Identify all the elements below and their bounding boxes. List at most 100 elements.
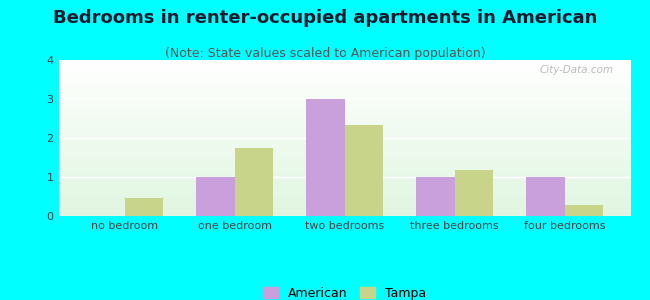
Bar xyxy=(58,208,630,210)
Bar xyxy=(58,144,630,146)
Bar xyxy=(58,100,630,102)
Bar xyxy=(58,196,630,197)
Bar xyxy=(58,203,630,205)
Bar xyxy=(58,202,630,203)
Bar xyxy=(58,66,630,68)
Bar xyxy=(58,71,630,73)
Bar xyxy=(58,107,630,108)
Bar xyxy=(58,172,630,174)
Bar xyxy=(58,141,630,143)
Bar xyxy=(58,207,630,208)
Bar xyxy=(58,69,630,71)
Bar xyxy=(58,118,630,119)
Bar xyxy=(58,205,630,207)
Bar xyxy=(58,188,630,190)
Bar xyxy=(58,129,630,130)
Bar xyxy=(58,124,630,125)
Bar xyxy=(58,121,630,122)
Text: (Note: State values scaled to American population): (Note: State values scaled to American p… xyxy=(164,46,486,59)
Bar xyxy=(58,77,630,79)
Bar xyxy=(58,177,630,178)
Bar xyxy=(58,136,630,138)
Bar xyxy=(58,113,630,115)
Bar xyxy=(58,183,630,185)
Bar xyxy=(58,90,630,91)
Bar xyxy=(58,154,630,155)
Bar xyxy=(58,180,630,182)
Bar xyxy=(58,155,630,157)
Bar xyxy=(58,104,630,105)
Bar xyxy=(58,94,630,96)
Bar xyxy=(58,119,630,121)
Bar xyxy=(58,88,630,90)
Bar xyxy=(58,122,630,124)
Bar xyxy=(416,177,454,216)
Bar xyxy=(235,148,273,216)
Text: City-Data.com: City-Data.com xyxy=(540,65,614,75)
Bar xyxy=(58,151,630,152)
Bar xyxy=(58,112,630,113)
Bar xyxy=(58,210,630,211)
Bar xyxy=(58,102,630,104)
Bar xyxy=(454,170,493,216)
Bar xyxy=(58,65,630,66)
Bar xyxy=(58,176,630,177)
Bar xyxy=(58,63,630,65)
Bar xyxy=(58,163,630,164)
Bar xyxy=(58,185,630,186)
Bar xyxy=(58,149,630,151)
Bar xyxy=(58,199,630,200)
Bar xyxy=(58,108,630,110)
Text: Bedrooms in renter-occupied apartments in American: Bedrooms in renter-occupied apartments i… xyxy=(53,9,597,27)
Bar xyxy=(58,143,630,144)
Bar xyxy=(58,116,630,118)
Bar xyxy=(58,146,630,147)
Legend: American, Tampa: American, Tampa xyxy=(258,281,431,300)
Bar xyxy=(58,60,630,61)
Bar xyxy=(58,160,630,161)
Bar xyxy=(58,200,630,202)
Bar xyxy=(58,168,630,169)
Bar xyxy=(58,98,630,99)
Bar xyxy=(58,178,630,180)
Bar xyxy=(58,68,630,69)
Bar xyxy=(58,182,630,183)
Bar xyxy=(58,193,630,194)
Bar xyxy=(196,177,235,216)
Bar xyxy=(58,161,630,163)
Bar xyxy=(58,191,630,193)
Bar xyxy=(58,213,630,214)
Bar xyxy=(58,125,630,127)
Bar xyxy=(58,140,630,141)
Bar xyxy=(58,110,630,112)
Bar xyxy=(58,166,630,168)
Bar xyxy=(58,99,630,100)
Bar xyxy=(125,199,163,216)
Bar xyxy=(58,74,630,76)
Bar xyxy=(58,80,630,82)
Bar xyxy=(58,91,630,93)
Bar xyxy=(58,194,630,196)
Bar xyxy=(344,125,383,216)
Bar xyxy=(58,214,630,216)
Bar xyxy=(58,130,630,132)
Bar xyxy=(58,211,630,213)
Bar xyxy=(58,79,630,80)
Bar xyxy=(58,85,630,86)
Bar xyxy=(526,177,564,216)
Bar xyxy=(58,152,630,154)
Bar xyxy=(58,115,630,116)
Bar xyxy=(58,171,630,172)
Bar xyxy=(58,96,630,98)
Bar xyxy=(58,82,630,83)
Bar xyxy=(58,169,630,171)
Bar xyxy=(58,133,630,135)
Bar xyxy=(58,76,630,77)
Bar xyxy=(58,86,630,88)
Bar xyxy=(58,61,630,63)
Bar xyxy=(58,147,630,149)
Bar xyxy=(58,83,630,85)
Bar xyxy=(58,157,630,158)
Bar xyxy=(58,73,630,74)
Bar xyxy=(58,164,630,166)
